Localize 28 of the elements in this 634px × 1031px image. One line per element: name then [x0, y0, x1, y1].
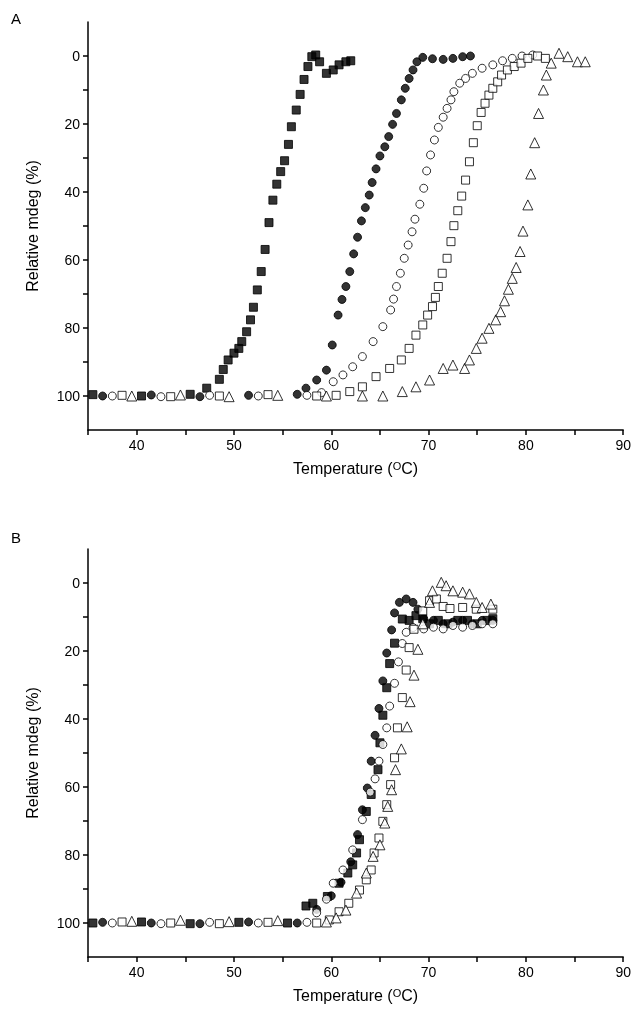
- x-tick-label: 60: [323, 964, 340, 980]
- x-tick-label: 80: [518, 964, 534, 980]
- y-tick-label: 0: [72, 575, 81, 591]
- y-tick-label: 40: [64, 711, 81, 727]
- chart-title: A: [11, 10, 22, 27]
- y-tick-label: 60: [64, 252, 81, 268]
- y-tick-label: 0: [72, 48, 81, 64]
- x-tick-label: 70: [420, 964, 437, 980]
- x-tick-label: 90: [615, 437, 632, 453]
- x-tick-label: 50: [226, 437, 242, 453]
- y-tick-label: 80: [64, 847, 81, 863]
- y-tick-label: 100: [56, 915, 81, 931]
- y-axis-title: Relative mdeg (%): [23, 687, 41, 819]
- x-tick-label: 70: [420, 437, 437, 453]
- x-tick-label: 80: [518, 437, 534, 453]
- y-tick-label: 100: [56, 388, 81, 404]
- x-tick-label: 60: [323, 437, 340, 453]
- y-axis-title: Relative mdeg (%): [23, 160, 41, 292]
- y-tick-label: 20: [64, 116, 81, 132]
- chart-title: B: [11, 529, 22, 546]
- x-tick-label: 90: [615, 964, 632, 980]
- x-tick-label: 40: [128, 964, 145, 980]
- x-tick-label: 50: [226, 964, 242, 980]
- y-tick-label: 40: [64, 184, 81, 200]
- x-tick-label: 40: [128, 437, 145, 453]
- y-tick-label: 20: [64, 643, 81, 659]
- y-tick-label: 80: [64, 320, 81, 336]
- y-tick-label: 60: [64, 779, 81, 795]
